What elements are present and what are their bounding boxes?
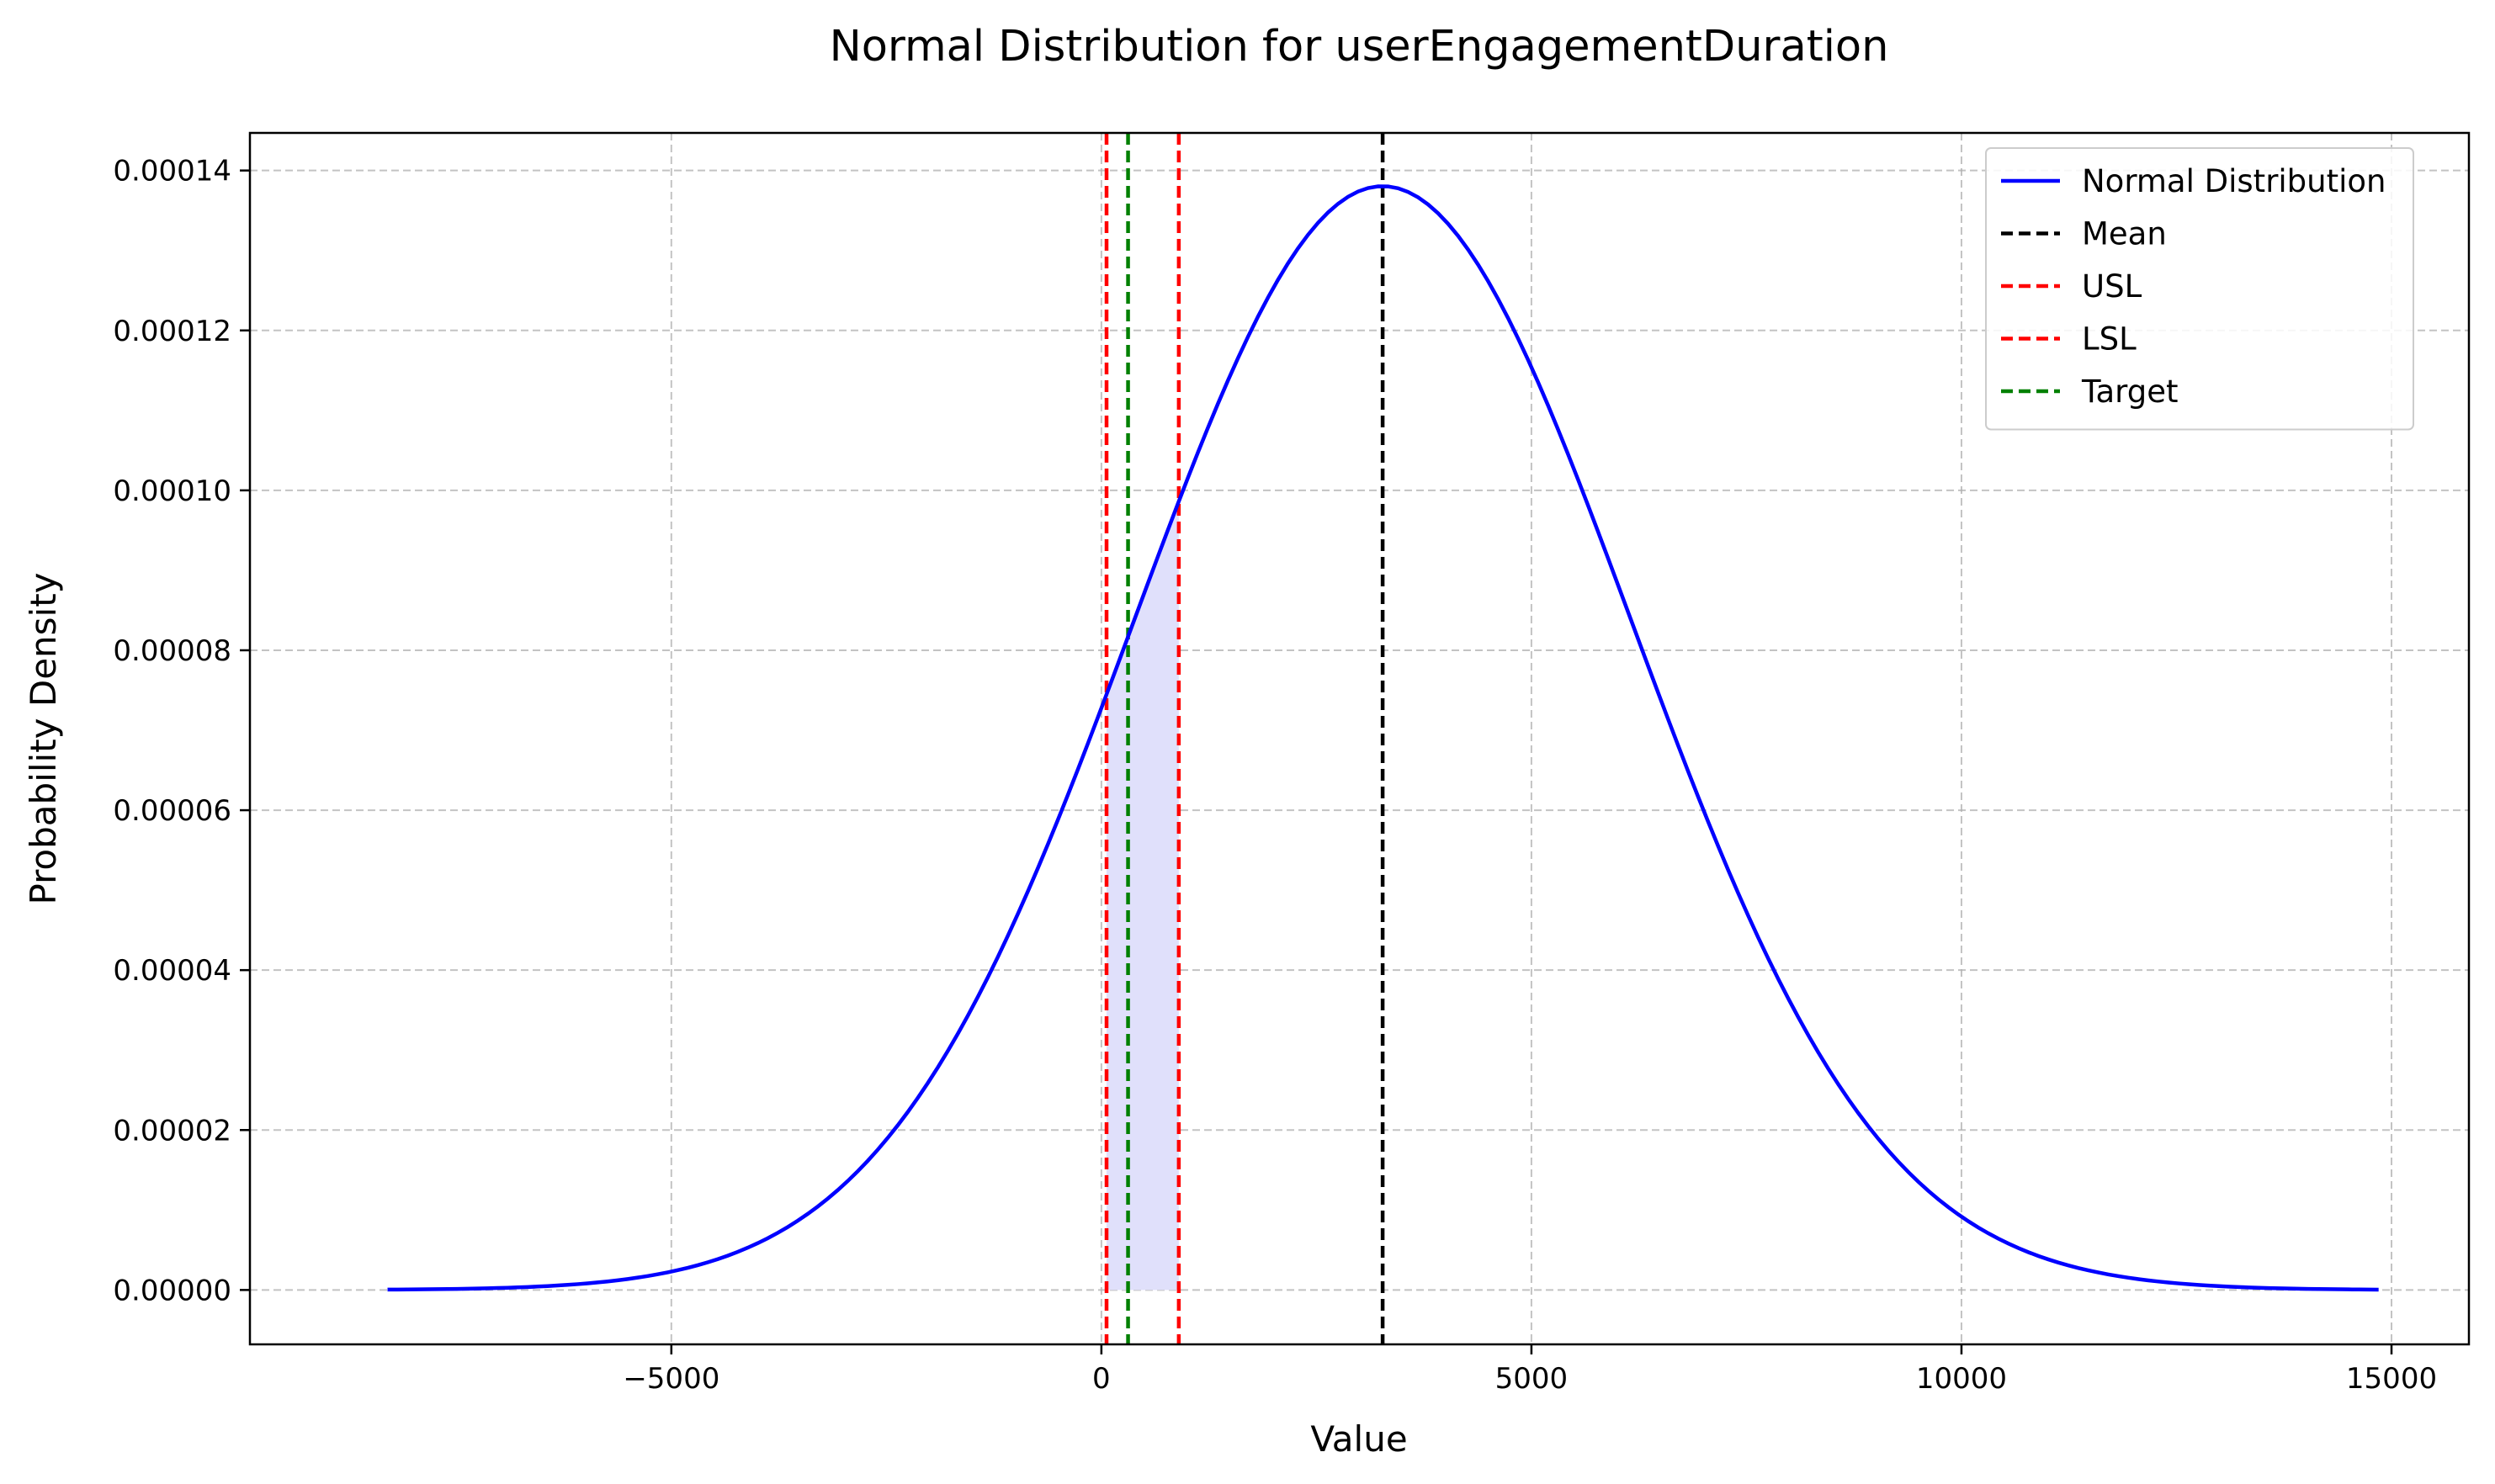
grid — [250, 133, 2469, 1344]
x-tick-label: 15000 — [2346, 1362, 2437, 1396]
y-axis-ticks: 0.00000 0.00002 0.00004 0.00006 0.00008 0.000… — [113, 155, 250, 1307]
legend: Normal Distribution Mean USL LSL Target — [1985, 147, 2414, 431]
y-tick-label: 0.00002 — [113, 1114, 231, 1147]
x-tick-label: 10000 — [1916, 1362, 2007, 1396]
x-axis-ticks: −5000 0 5000 10000 15000 — [623, 1344, 2437, 1396]
x-tick-label: 5000 — [1495, 1362, 1569, 1396]
legend-label-target: Target — [2081, 374, 2178, 410]
legend-label-lsl: LSL — [2082, 321, 2137, 358]
x-axis-label: Value — [1310, 1418, 1407, 1460]
y-tick-label: 0.00006 — [113, 794, 231, 828]
y-tick-label: 0.00000 — [113, 1274, 231, 1307]
chart-title: Normal Distribution for userEngagementDu… — [830, 22, 1889, 72]
y-axis-label: Probability Density — [23, 572, 64, 904]
distribution-curve-group — [387, 184, 2379, 1292]
legend-box — [1985, 147, 2414, 431]
plot-frame — [248, 131, 2471, 1346]
x-tick-label: −5000 — [623, 1362, 719, 1396]
y-tick-label: 0.00012 — [113, 315, 231, 348]
normal-distribution-curve — [387, 184, 2379, 1292]
legend-label-mean: Mean — [2082, 216, 2167, 252]
x-tick-label: 0 — [1092, 1362, 1111, 1396]
shaded-area — [1107, 501, 1179, 1291]
y-tick-label: 0.00014 — [113, 155, 231, 188]
y-tick-label: 0.00008 — [113, 634, 231, 668]
legend-label-usl: USL — [2082, 268, 2142, 305]
reference-lines — [1104, 133, 1385, 1344]
y-tick-label: 0.00010 — [113, 474, 231, 508]
y-tick-label: 0.00004 — [113, 954, 231, 988]
legend-label-normal-distribution: Normal Distribution — [2082, 163, 2386, 199]
shaded-region — [1107, 501, 1179, 1291]
